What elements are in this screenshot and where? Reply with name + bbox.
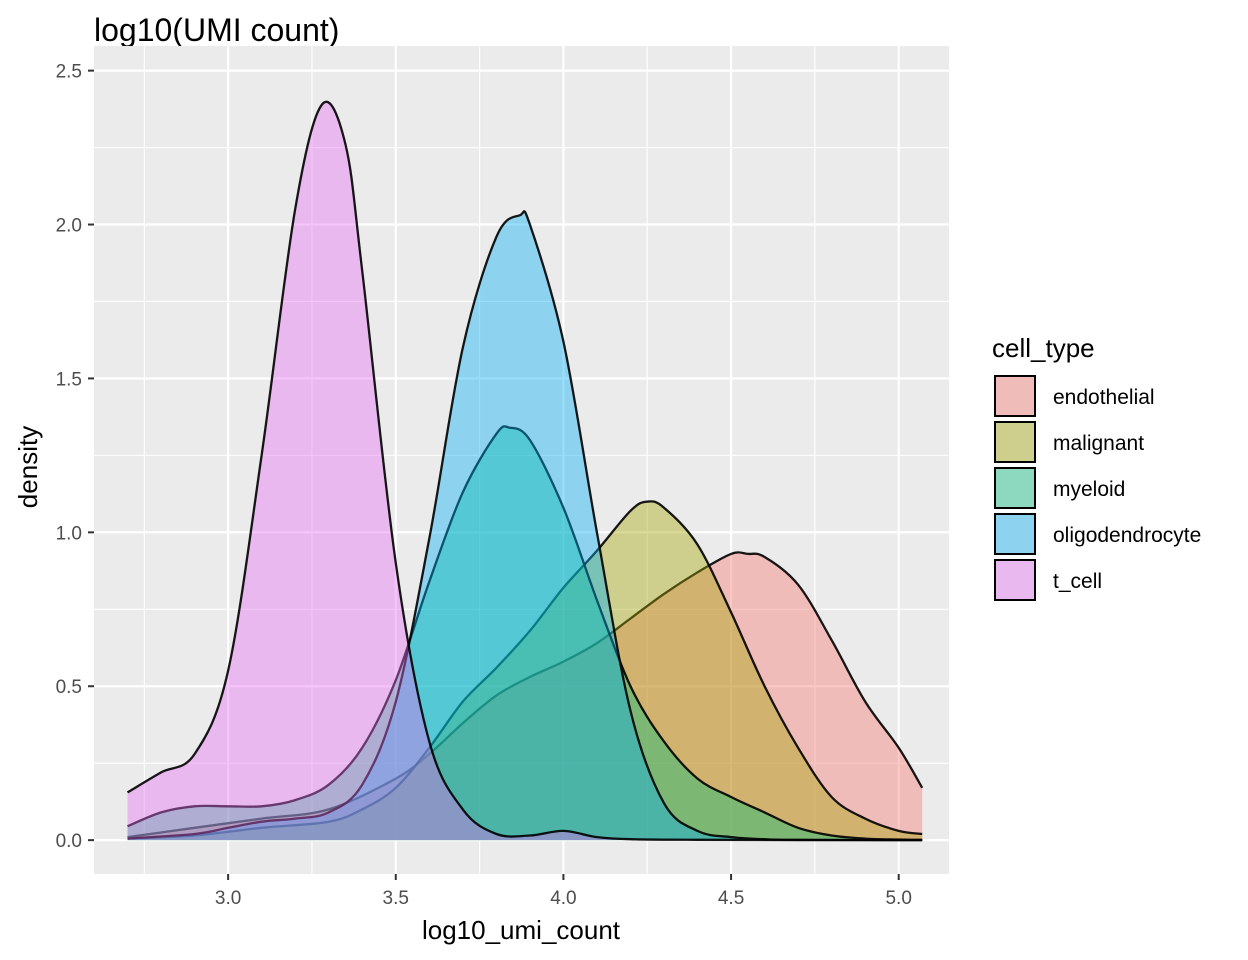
legend-item-myeloid: myeloid <box>994 467 1125 509</box>
y-tick-label: 2.5 <box>56 62 82 83</box>
grid-major <box>94 46 949 874</box>
legend-label: oligodendrocyte <box>1053 524 1201 547</box>
density-area <box>127 211 923 841</box>
legend-items: endothelial malignant myeloid oligodendrocy… <box>994 375 1201 601</box>
legend: cell_type endothelial malignant myeloid oli… <box>992 333 1201 601</box>
legend-key-background <box>994 375 1036 417</box>
series-oligodendrocyte <box>127 210 923 842</box>
legend-item-oligodendrocyte: oligodendrocyte <box>994 513 1201 555</box>
legend-swatch <box>994 421 1036 463</box>
x-tick-label: 3.0 <box>215 888 241 909</box>
density-area <box>127 101 923 841</box>
y-tick-label: 1.0 <box>56 523 82 544</box>
legend-swatch <box>994 513 1036 555</box>
series-myeloid <box>127 425 923 841</box>
density-area <box>127 426 923 841</box>
x-tick-label: 4.5 <box>718 888 744 909</box>
x-axis: 3.0 3.5 4.0 4.5 5.0 <box>215 874 912 909</box>
density-outline <box>127 500 923 840</box>
legend-item-t-cell: t_cell <box>994 559 1102 601</box>
legend-key-background <box>994 467 1036 509</box>
legend-item-malignant: malignant <box>994 421 1144 463</box>
legend-title: cell_type <box>992 333 1095 363</box>
chart-title: log10(UMI count) <box>94 12 339 48</box>
y-axis-title: density <box>13 426 43 508</box>
legend-key-background <box>994 421 1036 463</box>
density-outline <box>127 210 923 842</box>
density-outline <box>126 100 923 842</box>
legend-swatch <box>994 375 1036 417</box>
density-outline <box>127 425 923 841</box>
x-tick-label: 4.0 <box>550 888 576 909</box>
density-series <box>126 100 924 842</box>
plot-panel <box>94 46 949 874</box>
y-tick-label: 0.0 <box>56 831 82 852</box>
y-tick-label: 2.0 <box>56 216 82 237</box>
y-tick-label: 0.5 <box>56 677 82 698</box>
legend-key-background <box>994 559 1036 601</box>
legend-swatch <box>994 559 1036 601</box>
x-tick-label: 5.0 <box>885 888 911 909</box>
series-t-cell <box>126 100 923 842</box>
legend-key-background <box>994 513 1036 555</box>
legend-label: myeloid <box>1053 478 1125 501</box>
density-area <box>127 501 923 841</box>
legend-item-endothelial: endothelial <box>994 375 1155 417</box>
legend-swatch <box>994 467 1036 509</box>
x-axis-title: log10_umi_count <box>422 915 621 945</box>
density-area <box>127 552 923 841</box>
legend-label: malignant <box>1053 432 1144 455</box>
y-axis: 0.0 0.5 1.0 1.5 2.0 2.5 <box>56 62 94 852</box>
x-tick-label: 3.5 <box>383 888 409 909</box>
legend-label: endothelial <box>1053 386 1155 409</box>
legend-label: t_cell <box>1053 570 1102 593</box>
y-tick-label: 1.5 <box>56 369 82 390</box>
series-malignant <box>127 500 923 841</box>
